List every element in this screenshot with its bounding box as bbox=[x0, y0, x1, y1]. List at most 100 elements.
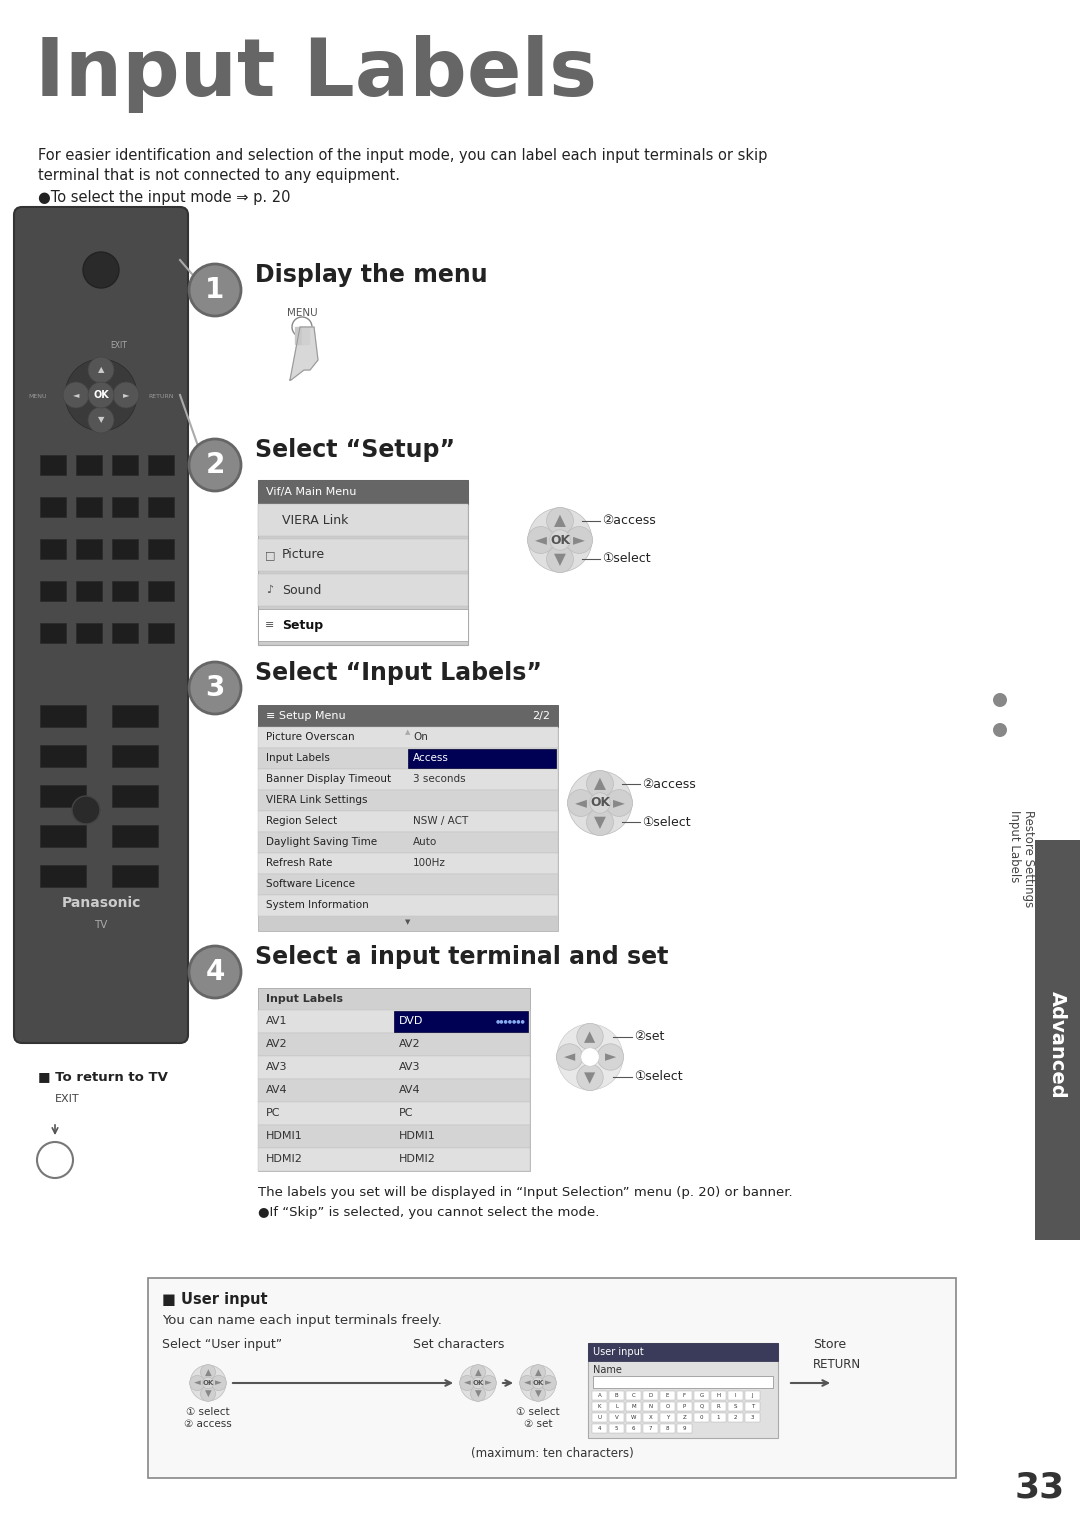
Text: Software Licence: Software Licence bbox=[266, 879, 355, 889]
Text: ▼: ▼ bbox=[204, 1389, 212, 1398]
Text: 33: 33 bbox=[1015, 1471, 1065, 1505]
Text: OK: OK bbox=[202, 1380, 214, 1386]
Bar bbox=[112, 581, 138, 601]
Bar bbox=[258, 575, 468, 607]
Text: ▼: ▼ bbox=[474, 1389, 482, 1398]
Text: 5: 5 bbox=[615, 1426, 618, 1432]
Bar bbox=[258, 833, 558, 853]
Polygon shape bbox=[295, 327, 302, 344]
Bar bbox=[592, 1413, 607, 1423]
Bar bbox=[588, 1343, 778, 1361]
Bar bbox=[694, 1403, 708, 1410]
Bar bbox=[40, 704, 86, 727]
Text: Input Labels: Input Labels bbox=[35, 35, 597, 113]
Text: ①select: ①select bbox=[602, 553, 650, 565]
Text: ►: ► bbox=[123, 391, 130, 399]
Text: ▲: ▲ bbox=[474, 1368, 482, 1377]
Text: ≡ Setup Menu: ≡ Setup Menu bbox=[266, 711, 346, 721]
Bar bbox=[609, 1403, 624, 1410]
Circle shape bbox=[83, 252, 119, 287]
Bar bbox=[258, 1056, 530, 1079]
Bar bbox=[112, 623, 138, 643]
Circle shape bbox=[586, 808, 613, 836]
Bar bbox=[626, 1403, 642, 1410]
Text: Select “User input”: Select “User input” bbox=[162, 1339, 282, 1351]
Circle shape bbox=[556, 1044, 583, 1070]
Circle shape bbox=[460, 1375, 475, 1390]
Text: ▼: ▼ bbox=[594, 814, 606, 830]
Bar bbox=[660, 1390, 675, 1400]
Bar bbox=[609, 1424, 624, 1433]
Bar bbox=[258, 727, 558, 749]
Bar bbox=[76, 623, 102, 643]
Text: Select “Input Labels”: Select “Input Labels” bbox=[255, 662, 542, 685]
Circle shape bbox=[63, 382, 89, 408]
Bar bbox=[626, 1424, 642, 1433]
Bar bbox=[76, 455, 102, 475]
Circle shape bbox=[546, 507, 573, 535]
Text: MENU: MENU bbox=[28, 394, 46, 399]
Text: RETURN: RETURN bbox=[813, 1358, 861, 1371]
Text: Input Labels: Input Labels bbox=[266, 753, 329, 762]
Bar bbox=[643, 1403, 658, 1410]
Text: Region Select: Region Select bbox=[266, 816, 337, 827]
Bar bbox=[626, 1390, 642, 1400]
Bar bbox=[112, 497, 138, 516]
Text: ■ To return to TV: ■ To return to TV bbox=[38, 1070, 167, 1083]
Bar bbox=[728, 1403, 743, 1410]
Circle shape bbox=[519, 1365, 556, 1401]
Bar bbox=[258, 480, 468, 504]
Bar bbox=[258, 704, 558, 727]
Text: NSW / ACT: NSW / ACT bbox=[413, 816, 469, 827]
Circle shape bbox=[201, 1386, 216, 1401]
Bar bbox=[40, 746, 86, 767]
Text: On: On bbox=[413, 732, 428, 743]
Text: ▲: ▲ bbox=[405, 729, 410, 735]
Bar bbox=[148, 581, 174, 601]
Text: 7: 7 bbox=[649, 1426, 652, 1432]
Text: OK: OK bbox=[590, 796, 610, 810]
Text: DVD: DVD bbox=[399, 1016, 423, 1025]
Circle shape bbox=[37, 1141, 73, 1178]
Text: P: P bbox=[683, 1404, 686, 1409]
Bar bbox=[258, 790, 558, 811]
Circle shape bbox=[567, 790, 594, 816]
Text: HDMI2: HDMI2 bbox=[399, 1154, 436, 1164]
Bar bbox=[660, 1413, 675, 1423]
Text: Input Labels: Input Labels bbox=[1009, 810, 1022, 882]
Text: C: C bbox=[632, 1394, 635, 1398]
Text: MENU: MENU bbox=[286, 309, 318, 318]
Circle shape bbox=[541, 1375, 556, 1390]
Text: F: F bbox=[683, 1394, 686, 1398]
Text: ▲: ▲ bbox=[584, 1028, 596, 1044]
Text: 0: 0 bbox=[700, 1415, 703, 1420]
Text: ►: ► bbox=[485, 1378, 492, 1387]
Text: V: V bbox=[615, 1415, 619, 1420]
Circle shape bbox=[201, 1365, 216, 1380]
Bar bbox=[112, 825, 158, 847]
Circle shape bbox=[113, 382, 139, 408]
Text: ▼: ▼ bbox=[405, 918, 410, 924]
Bar bbox=[40, 785, 86, 807]
Bar bbox=[694, 1413, 708, 1423]
Text: OK: OK bbox=[532, 1380, 543, 1386]
Bar bbox=[76, 581, 102, 601]
Text: 3: 3 bbox=[751, 1415, 754, 1420]
Bar bbox=[593, 1377, 773, 1387]
Bar bbox=[112, 704, 158, 727]
Text: (maximum: ten characters): (maximum: ten characters) bbox=[471, 1447, 633, 1459]
Text: Auto: Auto bbox=[413, 837, 437, 847]
Text: You can name each input terminals freely.: You can name each input terminals freely… bbox=[162, 1314, 442, 1326]
Text: ●●●●●●●: ●●●●●●● bbox=[496, 1019, 525, 1024]
Text: ◄: ◄ bbox=[72, 391, 79, 399]
Circle shape bbox=[472, 1377, 484, 1389]
Text: 6: 6 bbox=[632, 1426, 635, 1432]
Bar bbox=[258, 989, 530, 1010]
Text: Select a input terminal and set: Select a input terminal and set bbox=[255, 944, 669, 969]
Text: Refresh Rate: Refresh Rate bbox=[266, 859, 333, 868]
Circle shape bbox=[87, 382, 114, 408]
Text: AV4: AV4 bbox=[266, 1085, 287, 1096]
Text: Sound: Sound bbox=[282, 584, 322, 596]
Circle shape bbox=[72, 796, 100, 824]
Bar bbox=[40, 539, 66, 559]
